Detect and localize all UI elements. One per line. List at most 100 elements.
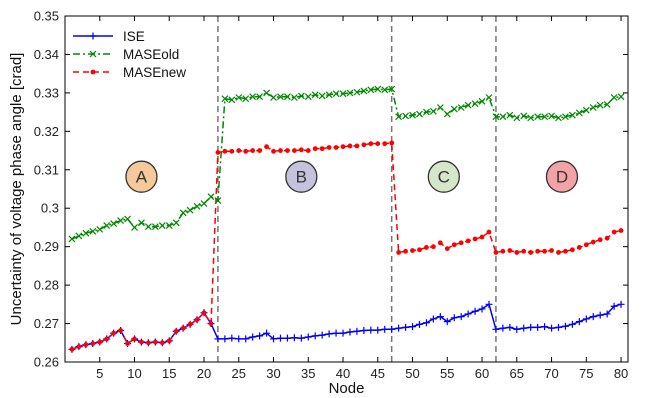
region-label-B: B bbox=[296, 168, 307, 187]
data-point-MASEnew bbox=[341, 144, 346, 149]
y-tick-label: 0.31 bbox=[34, 162, 59, 177]
data-point-MASEnew bbox=[500, 249, 505, 254]
x-tick-label: 20 bbox=[197, 366, 211, 381]
x-tick-label: 30 bbox=[266, 366, 280, 381]
data-point-MASEnew bbox=[598, 237, 603, 242]
data-point-MASEnew bbox=[584, 242, 589, 247]
legend-label-MASEnew: MASEnew bbox=[123, 65, 186, 80]
data-point-MASEnew bbox=[549, 248, 554, 253]
data-point-MASEnew bbox=[229, 149, 234, 154]
legend-marker-MASEnew bbox=[91, 70, 96, 75]
data-point-MASEnew bbox=[389, 140, 394, 145]
data-point-MASEnew bbox=[327, 145, 332, 150]
data-point-MASEnew bbox=[619, 228, 624, 233]
data-point-MASEnew bbox=[222, 149, 227, 154]
x-tick-label: 10 bbox=[127, 366, 141, 381]
data-point-MASEnew bbox=[431, 244, 436, 249]
data-point-MASEnew bbox=[494, 250, 499, 255]
data-point-MASEnew bbox=[83, 342, 88, 347]
data-point-MASEnew bbox=[480, 235, 485, 240]
x-tick-label: 40 bbox=[336, 366, 350, 381]
data-point-MASEnew bbox=[577, 245, 582, 250]
y-tick-label: 0.26 bbox=[34, 355, 59, 370]
data-point-MASEnew bbox=[278, 148, 283, 153]
data-point-MASEnew bbox=[216, 150, 221, 155]
data-point-MASEnew bbox=[570, 247, 575, 252]
data-point-MASEnew bbox=[368, 141, 373, 146]
data-point-MASEnew bbox=[375, 141, 380, 146]
data-point-MASEnew bbox=[612, 230, 617, 235]
data-point-MASEnew bbox=[459, 240, 464, 245]
x-tick-label: 70 bbox=[544, 366, 558, 381]
x-tick-label: 65 bbox=[510, 366, 524, 381]
data-point-MASEnew bbox=[236, 148, 241, 153]
x-tick-label: 25 bbox=[232, 366, 246, 381]
data-point-MASEnew bbox=[473, 237, 478, 242]
data-point-MASEnew bbox=[160, 340, 165, 345]
y-tick-label: 0.29 bbox=[34, 239, 59, 254]
y-tick-label: 0.35 bbox=[34, 9, 59, 24]
data-point-MASEnew bbox=[452, 242, 457, 247]
data-point-MASEnew bbox=[181, 326, 186, 331]
data-point-MASEnew bbox=[438, 240, 443, 245]
data-point-MASEnew bbox=[306, 148, 311, 153]
data-point-MASEnew bbox=[382, 141, 387, 146]
region-label-A: A bbox=[136, 168, 148, 187]
y-tick-label: 0.34 bbox=[34, 47, 59, 62]
data-point-MASEnew bbox=[202, 310, 207, 315]
data-point-MASEnew bbox=[396, 250, 401, 255]
x-tick-label: 15 bbox=[162, 366, 176, 381]
data-point-MASEnew bbox=[146, 340, 151, 345]
data-point-MASEnew bbox=[535, 249, 540, 254]
x-tick-label: 50 bbox=[405, 366, 419, 381]
data-point-MASEnew bbox=[591, 240, 596, 245]
data-point-MASEnew bbox=[264, 144, 269, 149]
y-tick-label: 0.32 bbox=[34, 124, 59, 139]
data-point-MASEnew bbox=[257, 148, 262, 153]
x-tick-label: 75 bbox=[579, 366, 593, 381]
y-axis-title: Uncertainty of voltage phase angle [crad… bbox=[8, 53, 25, 326]
data-point-MASEnew bbox=[243, 149, 248, 154]
data-point-MASEnew bbox=[299, 147, 304, 152]
y-tick-label: 0.33 bbox=[34, 85, 59, 100]
x-tick-label: 45 bbox=[371, 366, 385, 381]
data-point-MASEnew bbox=[563, 249, 568, 254]
x-tick-label: 5 bbox=[96, 366, 103, 381]
data-point-MASEnew bbox=[521, 249, 526, 254]
data-point-MASEnew bbox=[104, 337, 109, 342]
data-point-MASEnew bbox=[348, 144, 353, 149]
data-point-MASEnew bbox=[556, 250, 561, 255]
data-point-MASEnew bbox=[70, 347, 75, 352]
data-point-MASEnew bbox=[487, 230, 492, 235]
data-point-MASEnew bbox=[361, 142, 366, 147]
data-point-MASEnew bbox=[514, 250, 519, 255]
legend-label-ISE: ISE bbox=[123, 29, 145, 44]
x-tick-label: 35 bbox=[301, 366, 315, 381]
data-point-MASEnew bbox=[90, 341, 95, 346]
y-tick-label: 0.28 bbox=[34, 278, 59, 293]
data-point-MASEnew bbox=[188, 322, 193, 327]
data-point-MASEnew bbox=[118, 328, 123, 333]
data-point-MASEnew bbox=[132, 337, 137, 342]
data-point-MASEnew bbox=[528, 250, 533, 255]
data-point-MASEnew bbox=[445, 246, 450, 251]
data-point-MASEnew bbox=[403, 249, 408, 254]
data-point-MASEnew bbox=[209, 321, 214, 326]
data-point-MASEnew bbox=[153, 340, 158, 345]
data-point-MASEnew bbox=[271, 149, 276, 154]
data-point-MASEnew bbox=[542, 249, 547, 254]
data-point-MASEnew bbox=[605, 236, 610, 241]
data-point-MASEnew bbox=[355, 144, 360, 149]
x-axis-title: Node bbox=[329, 380, 365, 397]
data-point-MASEnew bbox=[77, 344, 82, 349]
data-point-MASEnew bbox=[250, 148, 255, 153]
data-point-MASEnew bbox=[111, 331, 116, 336]
data-point-MASEnew bbox=[285, 148, 290, 153]
data-point-MASEnew bbox=[313, 146, 318, 151]
x-tick-label: 60 bbox=[475, 366, 489, 381]
region-label-D: D bbox=[556, 168, 568, 187]
data-point-MASEnew bbox=[167, 338, 172, 343]
data-point-MASEnew bbox=[292, 148, 297, 153]
data-point-MASEnew bbox=[195, 317, 200, 322]
